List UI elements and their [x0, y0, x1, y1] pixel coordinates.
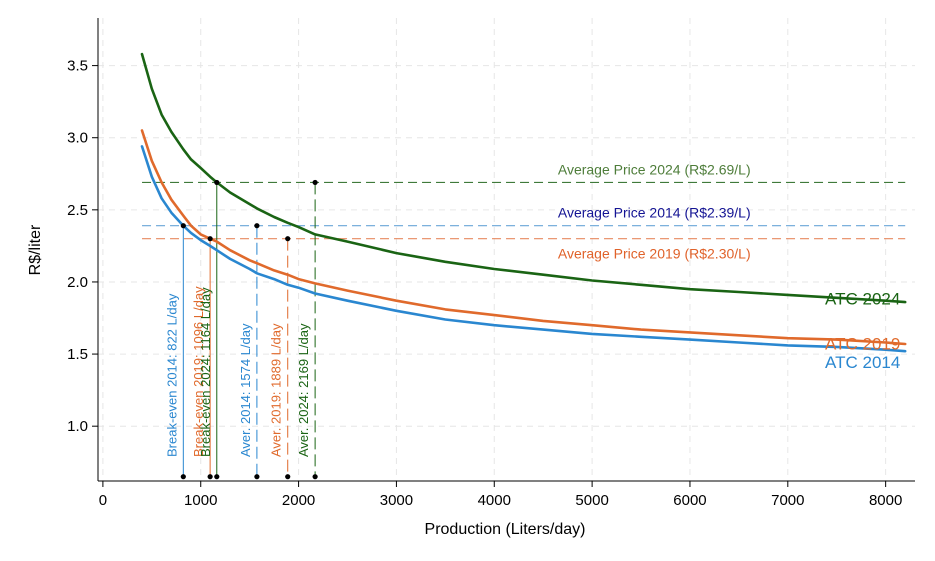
baseline-point — [312, 474, 318, 480]
x-tick-label: 4000 — [478, 492, 511, 509]
atc-curve-label-2019: ATC 2019 — [825, 334, 900, 353]
intersection-point — [312, 179, 318, 186]
price-lines — [142, 181, 906, 240]
intersection-point — [254, 223, 260, 229]
y-tick-label: 3.5 — [67, 58, 88, 75]
baseline-point — [254, 474, 260, 480]
vertical-line-label-1: Break-even 2014: 822 L/day — [164, 293, 179, 457]
atc-curves — [140, 52, 907, 353]
x-tick-label: 3000 — [380, 492, 413, 509]
average-price-label-2019: Average Price 2019 (R$2.30/L) — [558, 246, 751, 262]
axes: 0 1000 2000 3000 4000 5000 6000 7000 8000 1.0 1.5 2… — [67, 18, 915, 509]
intersection-points — [180, 179, 318, 480]
atc-curve-2014 — [140, 145, 907, 353]
intersection-point — [214, 179, 220, 186]
atc-curve-label-2014: ATC 2014 — [825, 353, 900, 372]
vertical-line-label-5: Aver. 2019: 1889 L/day — [269, 323, 284, 457]
chart-labels: Average Price 2024 (R$2.69/L) Average Pri… — [164, 161, 900, 457]
average-price-label-2024: Average Price 2024 (R$2.69/L) — [558, 161, 751, 177]
vertical-line-label-2: Break-even 2019: 1096 L/day — [191, 286, 206, 457]
baseline-point — [285, 474, 291, 480]
y-tick-label: 1.0 — [67, 418, 88, 435]
average-price-label-2014: Average Price 2014 (R$2.39/L) — [558, 205, 751, 221]
intersection-point — [180, 223, 186, 229]
vertical-lines — [182, 182, 316, 477]
y-tick-label: 1.5 — [67, 346, 88, 363]
atc-curve-label-2024: ATC 2024 — [825, 290, 900, 309]
x-tick-label: 0 — [99, 492, 107, 509]
vertical-line-label-3: Break-even 2024: 1164 L/day — [198, 287, 213, 457]
vertical-line-label-4: Aver. 2014: 1574 L/day — [238, 323, 253, 457]
x-tick-label: 2000 — [282, 492, 315, 509]
baseline-point — [207, 474, 213, 480]
atc-curve-2019 — [140, 129, 907, 346]
vertical-line-label-6: Aver. 2024: 2169 L/day — [296, 323, 311, 457]
baseline-point — [180, 474, 186, 480]
x-tick-label: 8000 — [869, 492, 902, 509]
x-axis-title: Production (Liters/day) — [425, 521, 586, 538]
y-tick-label: 3.0 — [67, 130, 88, 147]
y-axis-title: R$/liter — [27, 224, 44, 275]
x-tick-label: 1000 — [184, 492, 217, 509]
x-tick-label: 7000 — [771, 492, 804, 509]
y-tick-label: 2.0 — [67, 274, 88, 291]
intersection-point — [285, 236, 291, 242]
grid — [98, 18, 915, 481]
intersection-point — [207, 236, 213, 242]
x-tick-label: 6000 — [673, 492, 706, 509]
x-tick-label: 5000 — [575, 492, 608, 509]
atc-curve-2024 — [140, 52, 907, 304]
baseline-point — [214, 474, 220, 480]
y-tick-label: 2.5 — [67, 202, 88, 219]
